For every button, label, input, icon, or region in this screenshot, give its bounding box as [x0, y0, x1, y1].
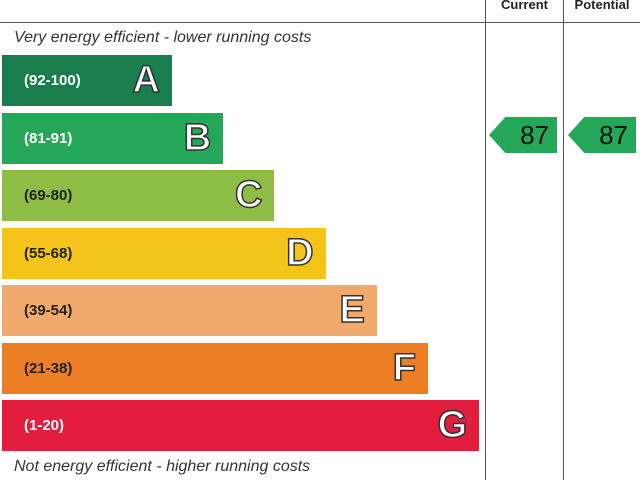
band-range: (92-100) — [24, 72, 81, 89]
potential-header: Potential — [574, 0, 630, 12]
band-letter: G — [437, 403, 468, 447]
band: (1-20) G — [2, 400, 480, 451]
band: (81-91) B — [2, 112, 224, 164]
band-letter: A — [132, 58, 161, 102]
band-letter: F — [392, 346, 417, 390]
band: (21-38) F — [2, 342, 428, 394]
band-range: (21-38) — [24, 359, 73, 377]
band-range: (1-20) — [24, 417, 65, 434]
current-header: Current — [501, 0, 548, 12]
bottom-label: Not energy efficient - higher running co… — [14, 458, 311, 475]
top-label: Very energy efficient - lower running co… — [14, 29, 312, 46]
band-range: (39-54) — [24, 302, 73, 319]
band: (39-54) E — [2, 285, 377, 336]
band: (92-100) A — [2, 55, 172, 106]
band: (69-80) C — [2, 170, 275, 221]
potential-value: 87 — [599, 120, 628, 150]
band-range: (81-91) — [24, 129, 73, 147]
column-divider — [485, 0, 486, 480]
band-range: (55-68) — [24, 244, 73, 262]
band-letter: D — [285, 231, 314, 275]
current-rating: 87 — [489, 117, 557, 153]
current-value: 87 — [520, 120, 549, 150]
header-rule — [0, 22, 640, 23]
band: (55-68) D — [2, 227, 326, 279]
band-letter: B — [183, 116, 212, 160]
band-letter: C — [234, 173, 263, 217]
column-divider — [563, 0, 564, 480]
band-letter: E — [339, 288, 366, 332]
potential-rating: 87 — [568, 117, 636, 153]
band-range: (69-80) — [24, 187, 73, 204]
